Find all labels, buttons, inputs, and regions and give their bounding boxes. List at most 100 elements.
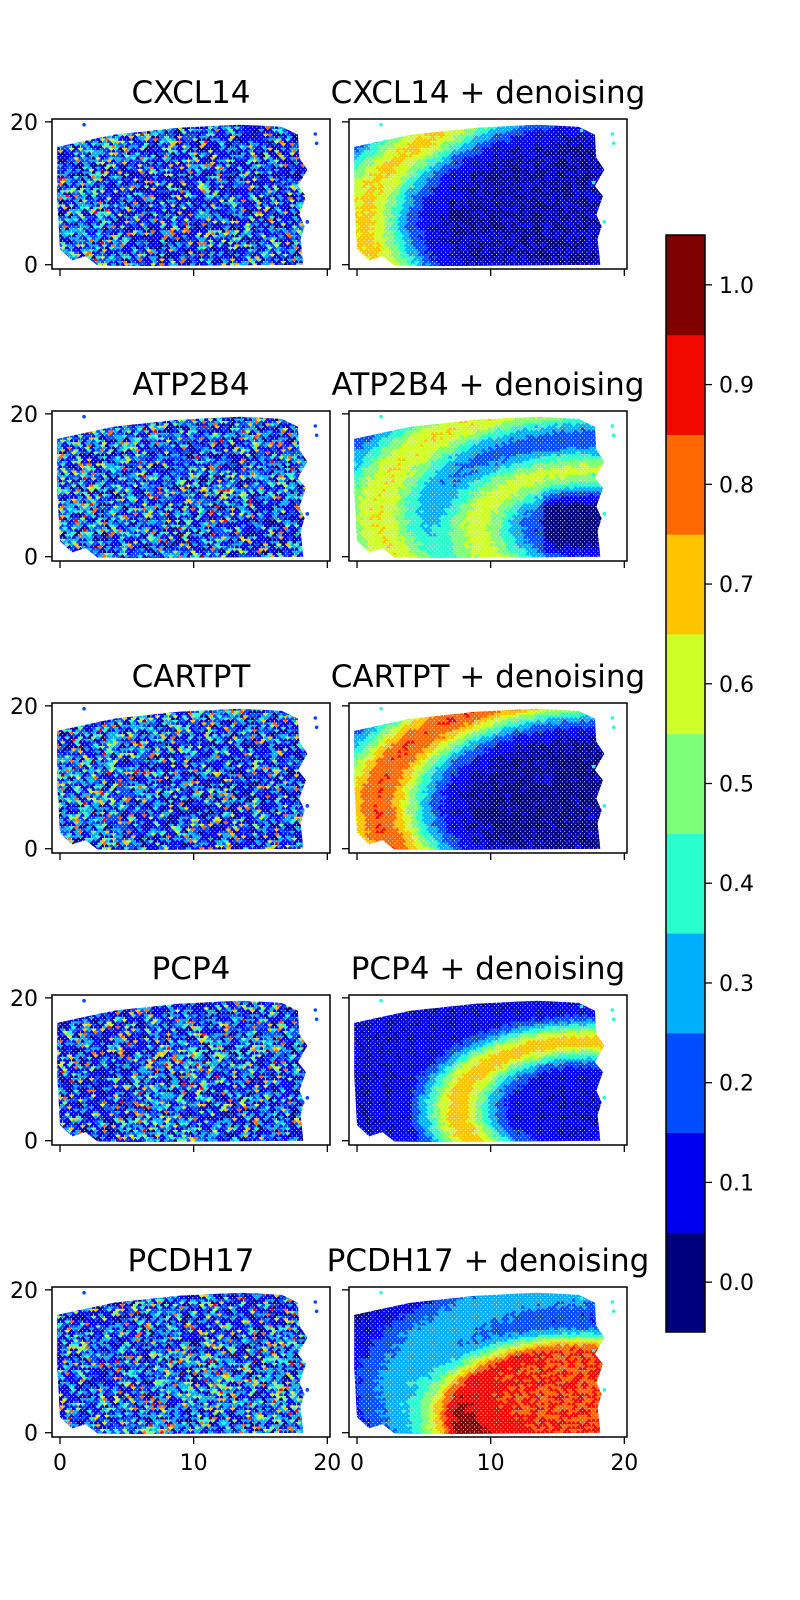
- spot: [290, 165, 294, 169]
- spot: [173, 238, 177, 243]
- spot: [87, 240, 91, 245]
- spot: [308, 151, 312, 155]
- spot: [299, 245, 303, 250]
- spot: [391, 233, 395, 238]
- spot: [292, 210, 297, 214]
- spot: [237, 236, 241, 240]
- spot: [180, 193, 184, 198]
- spot: [217, 210, 222, 214]
- spot: [142, 163, 147, 167]
- spot: [158, 240, 162, 245]
- spot: [578, 245, 583, 250]
- spot: [153, 156, 158, 160]
- spot: [208, 247, 213, 252]
- spot: [177, 181, 182, 186]
- spot: [131, 250, 136, 254]
- spot: [171, 160, 175, 165]
- spot: [384, 245, 388, 250]
- spot: [492, 233, 496, 238]
- spot: [250, 174, 255, 179]
- spot: [529, 259, 534, 264]
- spot: [529, 250, 534, 254]
- spot: [169, 257, 173, 261]
- spot: [450, 250, 455, 254]
- spot: [419, 226, 424, 231]
- spot: [393, 212, 397, 217]
- spot: [118, 226, 122, 231]
- spot: [180, 137, 184, 141]
- spot: [556, 255, 560, 259]
- spot: [210, 160, 215, 165]
- spot: [459, 212, 463, 217]
- spot: [303, 156, 308, 160]
- spot: [399, 238, 404, 243]
- spot: [246, 217, 250, 221]
- spot: [197, 165, 202, 169]
- spot: [499, 255, 503, 259]
- spot: [122, 174, 127, 179]
- spot: [483, 252, 488, 257]
- spot: [131, 124, 136, 127]
- spot: [545, 238, 549, 243]
- spot: [308, 236, 312, 240]
- spot: [421, 229, 426, 233]
- spot: [589, 238, 594, 243]
- spot: [67, 139, 72, 144]
- spot: [186, 238, 191, 243]
- spot: [239, 125, 244, 129]
- spot: [241, 198, 246, 202]
- spot: [122, 193, 127, 198]
- spot: [177, 210, 182, 214]
- spot: [57, 124, 61, 127]
- spot: [182, 153, 186, 158]
- spot: [299, 165, 303, 169]
- spot: [197, 203, 202, 207]
- spot: [197, 250, 202, 254]
- spot: [78, 184, 83, 188]
- spot: [507, 231, 512, 235]
- spot: [133, 167, 138, 172]
- spot: [142, 130, 147, 134]
- spot: [237, 146, 241, 151]
- spot: [259, 137, 263, 141]
- spot: [380, 222, 384, 226]
- spot: [241, 165, 246, 169]
- spot: [65, 137, 69, 141]
- spot: [314, 141, 319, 146]
- spot: [415, 222, 419, 226]
- spot: [510, 233, 514, 238]
- spot: [602, 229, 605, 233]
- spot: [259, 250, 263, 254]
- spot: [252, 257, 257, 261]
- spot: [492, 238, 496, 243]
- spot: [151, 205, 155, 210]
- spot: [386, 257, 391, 261]
- spot: [437, 226, 441, 231]
- spot: [248, 262, 252, 266]
- spot: [206, 174, 211, 179]
- spot: [60, 240, 65, 245]
- spot: [91, 151, 96, 155]
- spot: [175, 250, 180, 254]
- spot: [144, 160, 149, 165]
- spot: [600, 236, 605, 240]
- spot: [261, 262, 266, 266]
- spot: [288, 167, 292, 172]
- spot: [481, 212, 485, 217]
- spot: [96, 160, 100, 165]
- spot: [244, 177, 248, 181]
- spot: [184, 226, 188, 231]
- spot: [299, 193, 303, 198]
- spot: [87, 189, 91, 193]
- spot: [67, 233, 72, 238]
- spot: [155, 200, 160, 205]
- spot: [175, 236, 180, 240]
- spot: [135, 170, 140, 174]
- spot: [257, 125, 261, 129]
- spot: [195, 205, 199, 210]
- spot: [135, 146, 140, 151]
- spot: [149, 184, 153, 188]
- spot: [248, 205, 252, 210]
- spot: [391, 262, 395, 266]
